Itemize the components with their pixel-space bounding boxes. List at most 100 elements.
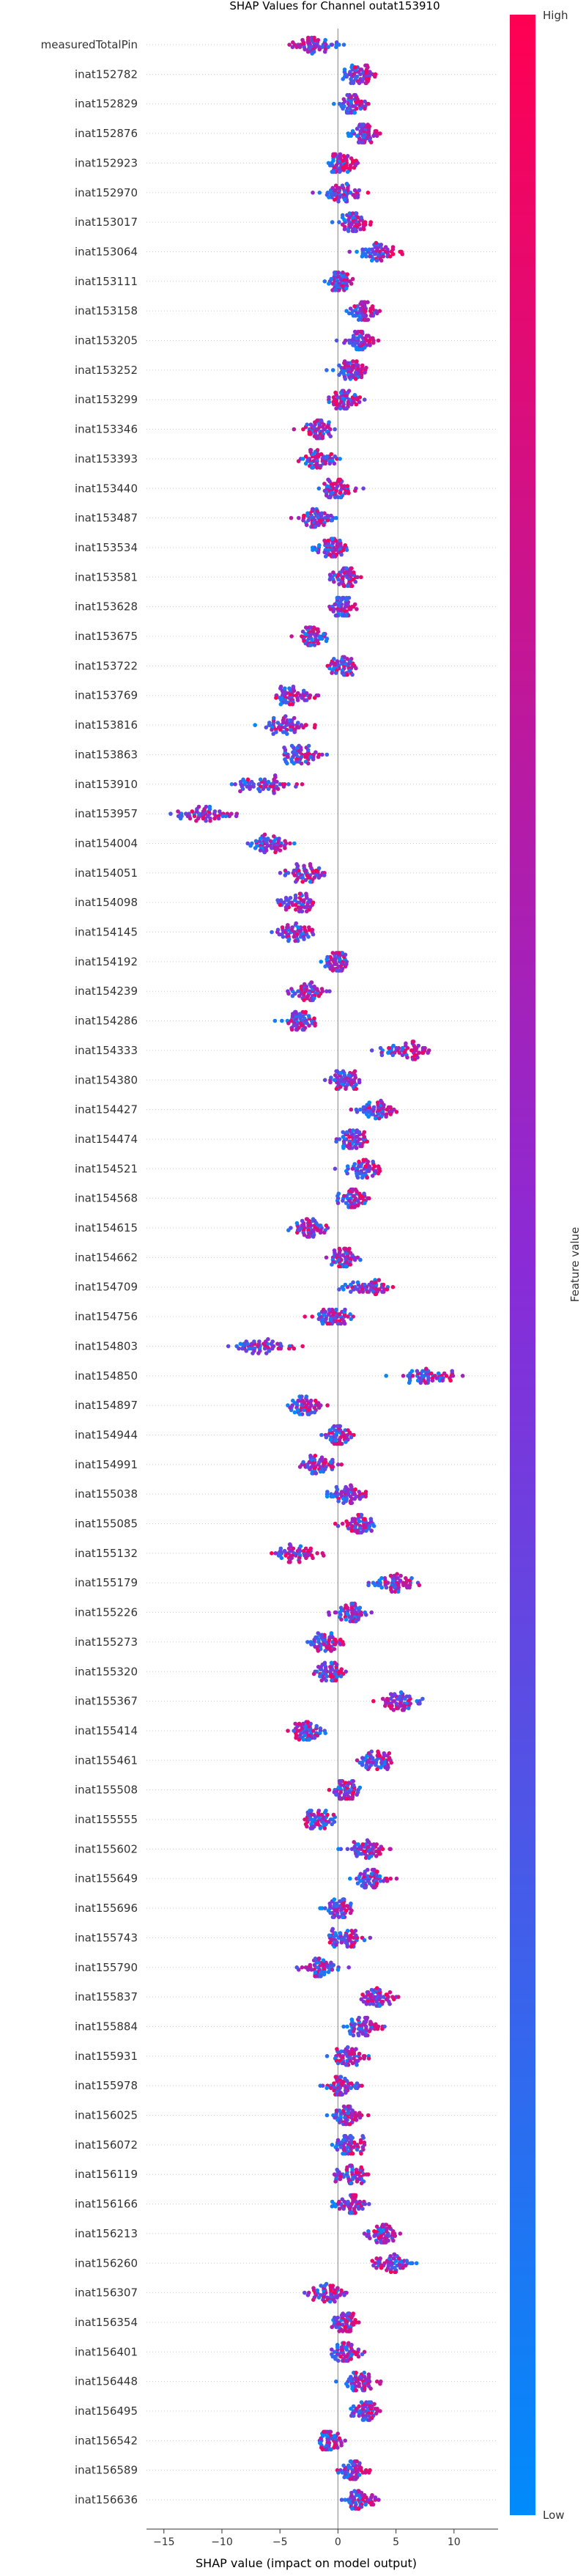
shap-point <box>294 1009 298 1015</box>
shap-point <box>289 1027 294 1032</box>
shap-point <box>369 2502 374 2507</box>
shap-point <box>303 47 308 52</box>
shap-point <box>319 1812 324 1817</box>
shap-point <box>353 488 357 493</box>
x-axis: −15 −10 −5 0 5 10 <box>146 29 498 2548</box>
shap-point <box>379 243 384 247</box>
shap-point <box>372 2402 377 2407</box>
shap-point <box>365 1289 370 1294</box>
shap-point <box>379 258 384 263</box>
shap-point <box>368 1992 374 1997</box>
feature-label: inat156166 <box>75 2198 138 2211</box>
shap-point <box>333 1931 338 1935</box>
feature-label: inat153440 <box>75 482 138 495</box>
shap-point <box>363 300 367 305</box>
shap-point <box>343 1307 347 1312</box>
shap-point <box>368 313 374 318</box>
shap-point <box>292 868 297 873</box>
shap-point <box>357 140 362 144</box>
shap-point <box>348 1262 353 1267</box>
shap-point <box>354 2168 359 2172</box>
shap-point <box>329 1649 333 1653</box>
shap-point <box>374 2224 379 2229</box>
shap-point <box>355 1280 360 1285</box>
shap-point <box>303 1553 307 1558</box>
shap-point <box>297 1228 302 1232</box>
shap-point <box>362 2492 367 2498</box>
shap-point <box>253 846 258 850</box>
shap-point <box>283 873 288 877</box>
shap-point <box>327 1787 332 1792</box>
shap-point <box>270 930 274 935</box>
shap-point <box>354 1086 359 1092</box>
shap-point <box>311 465 316 470</box>
shap-point <box>324 424 330 430</box>
shap-point <box>324 989 329 993</box>
shap-point <box>336 1499 341 1504</box>
shap-point <box>337 372 341 378</box>
shap-point <box>351 1790 356 1795</box>
shap-point <box>367 124 372 129</box>
shap-point <box>339 552 344 557</box>
shap-point <box>352 1496 357 1501</box>
shap-point <box>337 1287 341 1292</box>
feature-label: inat156401 <box>75 2345 138 2358</box>
shap-point <box>344 566 349 571</box>
shap-point <box>327 281 331 286</box>
shap-point <box>334 2325 338 2330</box>
shap-point <box>344 962 349 966</box>
shap-point <box>357 2384 362 2388</box>
shap-point <box>393 1589 398 1594</box>
shap-point <box>385 2226 389 2231</box>
shap-point <box>304 868 308 873</box>
feature-label: inat156025 <box>75 2109 138 2122</box>
shap-point <box>322 632 326 636</box>
shap-point <box>372 1885 377 1890</box>
shap-point <box>330 1307 335 1312</box>
shap-point <box>385 1696 390 1701</box>
shap-point <box>322 1078 327 1083</box>
shap-point <box>305 2293 311 2297</box>
shap-point <box>382 1751 387 1756</box>
shap-point <box>329 452 334 457</box>
shap-point <box>346 1526 351 1531</box>
shap-point <box>407 1380 412 1385</box>
shap-point <box>326 477 330 482</box>
shap-point <box>315 448 320 452</box>
colorbar-gradient <box>510 15 535 2515</box>
shap-point <box>340 213 345 218</box>
shap-point <box>353 579 358 584</box>
shap-point <box>262 1342 266 1346</box>
shap-point <box>363 2470 368 2475</box>
shap-point <box>369 1872 374 1877</box>
shap-point <box>290 45 295 49</box>
shap-point <box>360 1175 365 1180</box>
shap-point <box>316 627 320 632</box>
shap-point <box>357 2413 362 2418</box>
shap-point <box>363 63 368 68</box>
shap-point <box>357 334 363 338</box>
shap-point <box>314 868 319 873</box>
shap-point <box>324 1223 329 1228</box>
shap-point <box>233 782 237 787</box>
shap-point <box>287 43 292 47</box>
shap-point <box>341 1130 346 1135</box>
shap-point <box>349 1847 355 1852</box>
shap-point <box>388 1112 393 1116</box>
shap-point <box>305 1824 309 1829</box>
shap-point <box>366 2229 371 2234</box>
shap-point <box>345 1171 350 1176</box>
shap-point <box>374 1854 379 1858</box>
shap-point <box>352 2022 357 2027</box>
shap-point <box>374 258 379 263</box>
shap-point <box>357 395 363 400</box>
shap-point <box>341 1135 346 1139</box>
shap-point <box>368 2020 373 2024</box>
shap-point <box>337 2436 342 2440</box>
shap-point <box>316 1808 322 1813</box>
shap-point <box>266 1337 270 1342</box>
shap-point <box>274 696 278 700</box>
shap-point <box>223 814 229 819</box>
shap-point <box>330 2325 335 2330</box>
shap-point <box>374 1762 378 1767</box>
